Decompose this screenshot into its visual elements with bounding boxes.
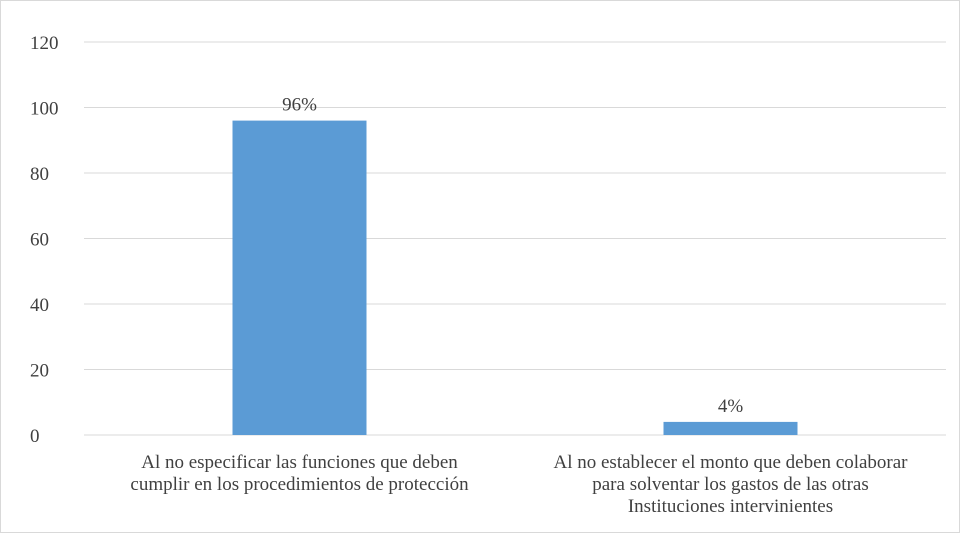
y-tick-label: 120 <box>30 33 59 54</box>
data-label: 4% <box>718 396 744 417</box>
y-tick-label: 60 <box>30 230 49 251</box>
x-category-label: Al no especificar las funciones que debe… <box>80 452 520 496</box>
x-category-label-line: para solventar los gastos de las otras <box>511 474 951 496</box>
data-label: 96% <box>282 95 317 116</box>
x-category-label-line: Al no establecer el monto que deben cola… <box>511 452 951 474</box>
y-tick-label: 40 <box>30 295 49 316</box>
bar <box>664 422 798 435</box>
x-category-label-line: Instituciones intervinientes <box>511 496 951 518</box>
y-tick-label: 100 <box>30 99 59 120</box>
bar <box>233 121 367 435</box>
y-tick-label: 20 <box>30 361 49 382</box>
y-tick-label: 0 <box>30 426 40 447</box>
x-category-label-line: cumplir en los procedimientos de protecc… <box>80 474 520 496</box>
y-tick-label: 80 <box>30 164 49 185</box>
x-category-label: Al no establecer el monto que deben cola… <box>511 452 951 518</box>
x-category-label-line: Al no especificar las funciones que debe… <box>80 452 520 474</box>
